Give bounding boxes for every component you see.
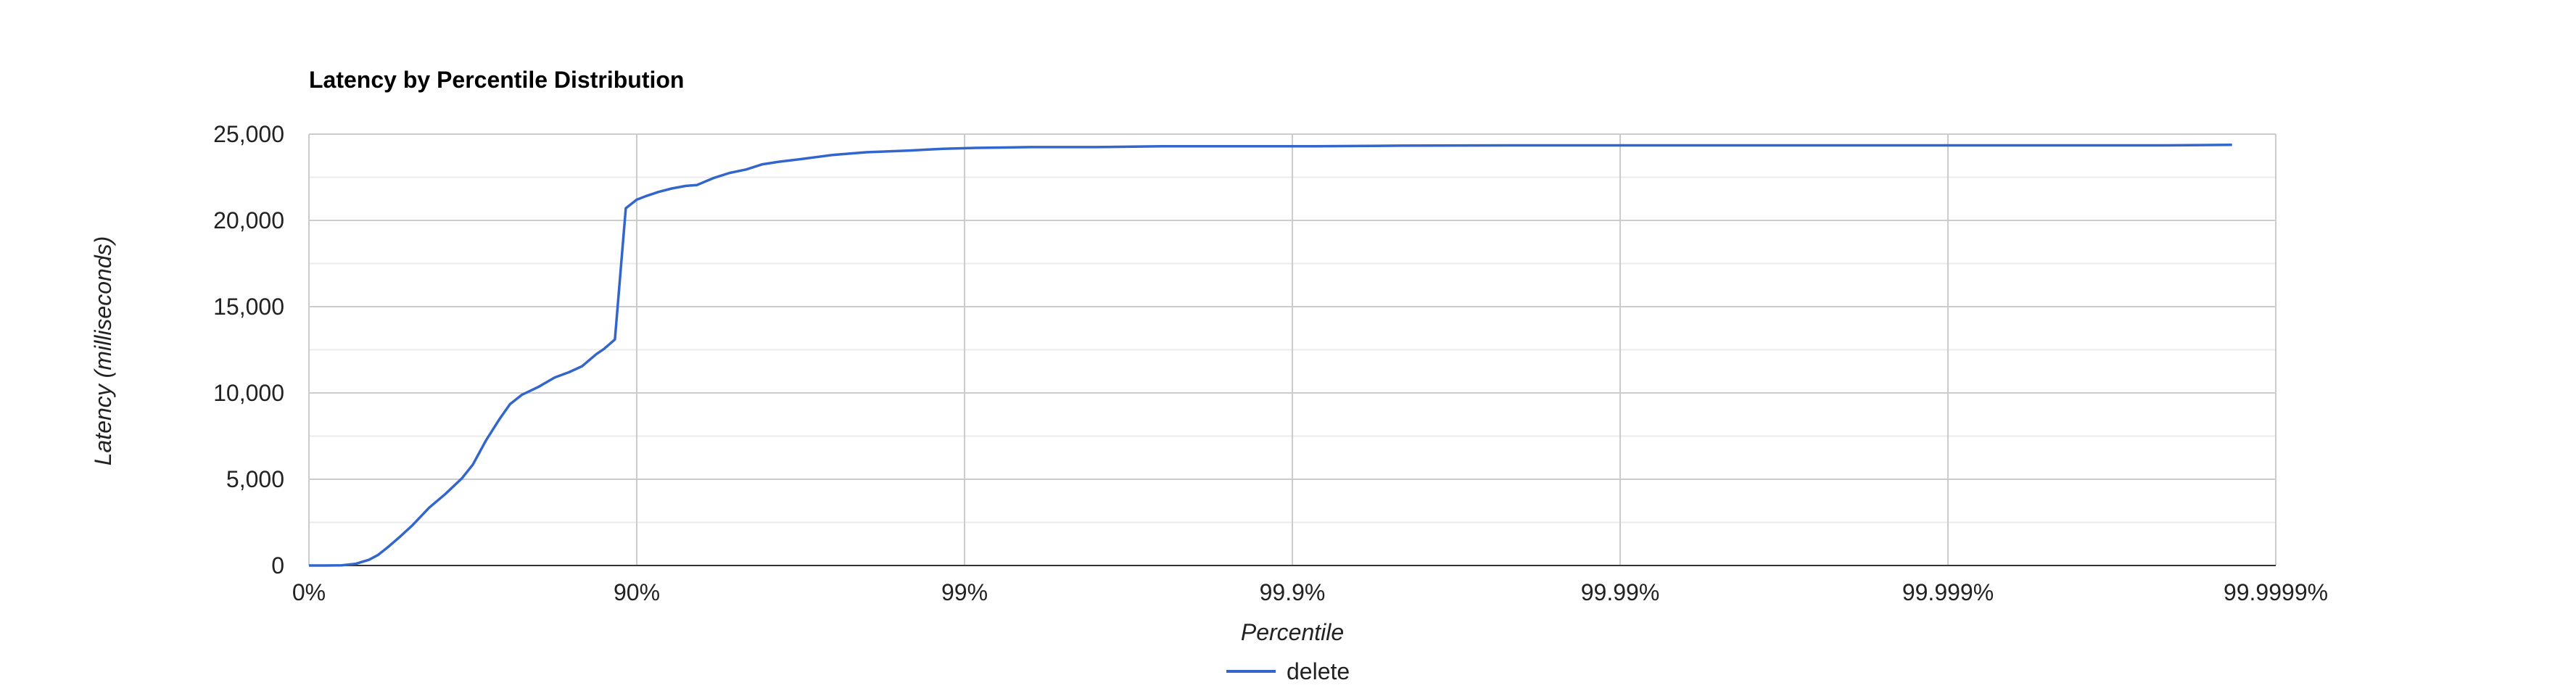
y-tick-label: 15,000: [213, 294, 284, 320]
y-axis-ticks: 0 5,000 10,000 15,000 20,000 25,000: [213, 121, 284, 579]
x-tick-label: 99.9999%: [2224, 579, 2328, 605]
y-axis-title: Latency (milliseconds): [90, 236, 116, 466]
y-tick-label: 5,000: [226, 466, 284, 492]
x-tick-label: 90%: [614, 579, 660, 605]
gridlines: [308, 133, 2276, 566]
x-axis-title: Percentile: [1241, 619, 1344, 645]
y-tick-label: 25,000: [213, 121, 284, 147]
series-lines: [309, 144, 2232, 567]
legend-label: delete: [1287, 658, 1350, 684]
chart-title: Latency by Percentile Distribution: [309, 67, 684, 93]
x-tick-label: 99.999%: [1902, 579, 1994, 605]
x-tick-label: 99.99%: [1581, 579, 1660, 605]
x-tick-label: 99%: [941, 579, 988, 605]
x-tick-label: 99.9%: [1260, 579, 1326, 605]
y-tick-label: 20,000: [213, 207, 284, 233]
series-line-delete: [309, 144, 2232, 567]
y-tick-label: 0: [271, 552, 284, 579]
x-axis-ticks: 0% 90% 99% 99.9% 99.99% 99.999% 99.9999%: [292, 579, 2328, 605]
y-tick-label: 10,000: [213, 380, 284, 406]
legend: delete: [1226, 658, 1350, 684]
x-tick-label: 0%: [292, 579, 326, 605]
